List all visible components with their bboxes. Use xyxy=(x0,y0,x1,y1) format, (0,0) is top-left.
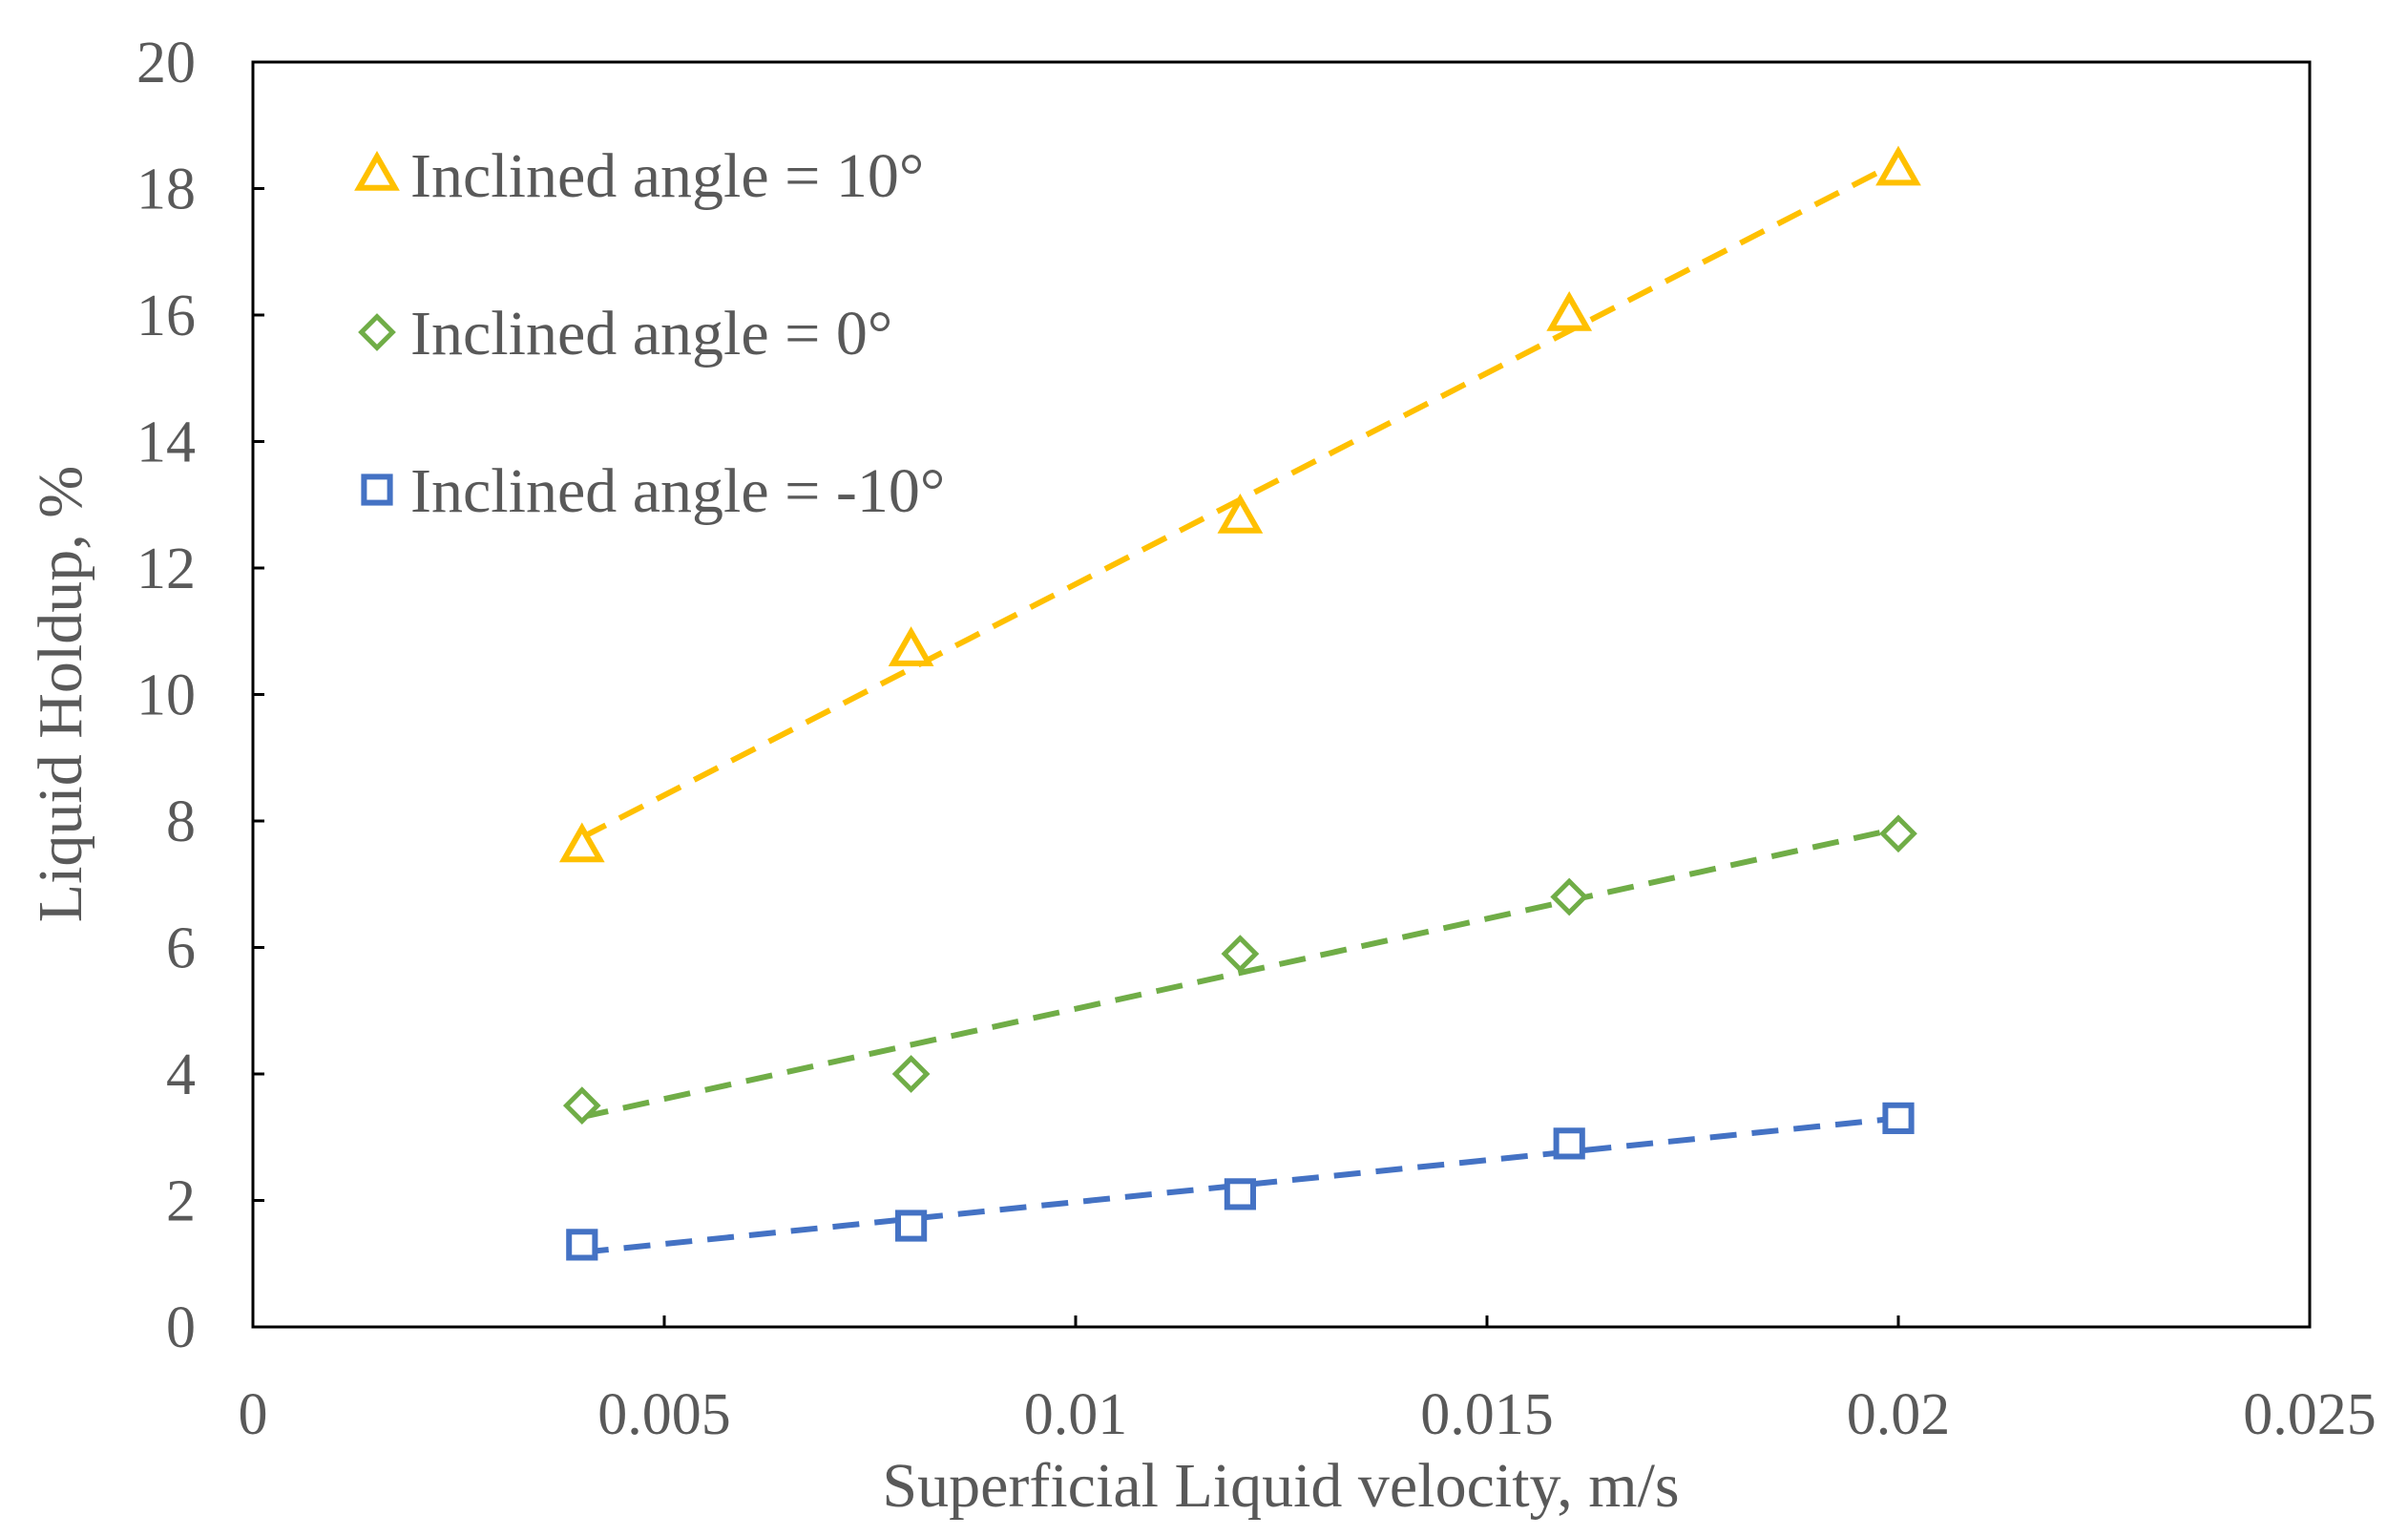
legend-label-2: Inclined angle = 0° xyxy=(410,299,892,368)
y-tick-label: 10 xyxy=(136,663,196,728)
data-point-series-3 xyxy=(895,1210,928,1242)
data-point-series-2 xyxy=(1879,814,1917,853)
trendline-series-2 xyxy=(581,826,1899,1120)
x-tick-label: 0.005 xyxy=(597,1382,731,1447)
data-markers xyxy=(558,145,1921,1261)
y-axis: 0 2 4 6 8 10 12 14 16 18 20 xyxy=(136,31,264,1360)
y-tick-label: 8 xyxy=(166,789,196,854)
data-point-series-1 xyxy=(558,822,605,863)
data-point-series-3 xyxy=(566,1229,598,1261)
y-tick-label: 4 xyxy=(166,1042,196,1107)
data-point-series-3 xyxy=(1882,1102,1915,1134)
data-point-series-1 xyxy=(888,626,934,666)
data-point-series-2 xyxy=(1550,877,1589,916)
y-tick-label: 0 xyxy=(166,1295,196,1360)
x-tick-label: 0.015 xyxy=(1420,1382,1554,1447)
plot-area-frame xyxy=(251,60,2312,1329)
y-tick-label: 16 xyxy=(136,284,196,348)
legend-marker-2 xyxy=(358,313,396,351)
legend-label-1: Inclined angle = 10° xyxy=(410,141,924,211)
x-axis-label: Superficial Liquid velocity, m/s xyxy=(882,1451,1679,1521)
x-tick-label: 0 xyxy=(239,1382,268,1447)
x-tick-label: 0.02 xyxy=(1847,1382,1951,1447)
x-tick-label: 0.01 xyxy=(1024,1382,1128,1447)
y-tick-label: 6 xyxy=(166,916,196,981)
y-tick-label: 12 xyxy=(136,537,196,601)
y-tick-label: 2 xyxy=(166,1169,196,1234)
y-tick-label: 18 xyxy=(136,158,196,222)
y-axis-label: Liquid Holdup, % xyxy=(26,466,95,922)
y-tick-label: 20 xyxy=(136,31,196,95)
data-point-series-2 xyxy=(1221,935,1260,973)
y-tick-label: 14 xyxy=(136,410,196,475)
legend-label-3: Inclined angle = -10° xyxy=(410,456,945,526)
legend-marker-1 xyxy=(354,150,400,191)
x-axis: 0 0.005 0.01 0.015 0.02 0.025 xyxy=(239,1315,2377,1447)
trendline-series-3 xyxy=(581,1115,1899,1255)
data-point-series-2 xyxy=(891,1055,931,1093)
data-point-series-2 xyxy=(562,1086,601,1125)
data-point-series-1 xyxy=(1217,493,1264,534)
data-point-series-1 xyxy=(1875,145,1921,186)
data-point-series-1 xyxy=(1546,290,1593,331)
legend-marker-3 xyxy=(361,473,393,506)
data-point-series-3 xyxy=(1224,1178,1257,1210)
x-tick-label: 0.025 xyxy=(2243,1382,2377,1447)
legend: Inclined angle = 10° Inclined angle = 0° I… xyxy=(354,141,945,526)
data-point-series-3 xyxy=(1553,1127,1585,1160)
